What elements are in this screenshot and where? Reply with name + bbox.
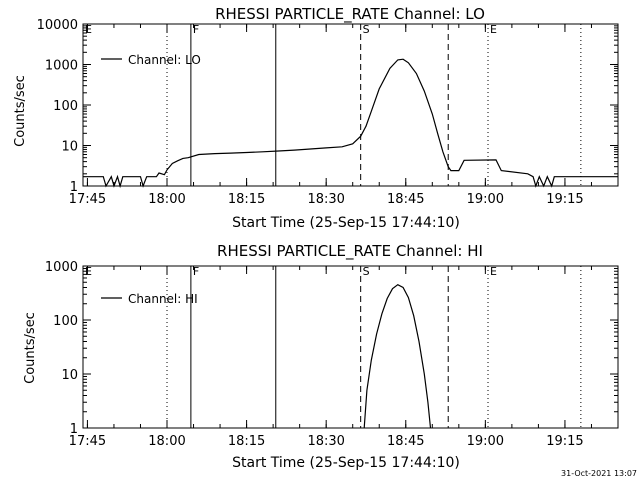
- chart-title: RHESSI PARTICLE_RATE Channel: LO: [215, 5, 485, 24]
- x-tick-label: 19:15: [546, 192, 583, 207]
- x-tick-label: 18:00: [148, 192, 185, 207]
- series-line: [83, 58, 618, 189]
- y-axis-label: Counts/sec: [13, 75, 28, 147]
- y-tick-label: 1: [70, 422, 78, 437]
- event-marker-label: S: [363, 265, 370, 278]
- x-tick-label: 19:00: [467, 434, 504, 449]
- x-tick-label: 18:45: [387, 434, 424, 449]
- event-marker-label: E: [490, 23, 497, 36]
- y-tick-label: 1000: [45, 260, 78, 275]
- legend-label: Channel: HI: [128, 292, 198, 306]
- x-tick-label: 18:30: [307, 192, 344, 207]
- series-line: [363, 283, 432, 429]
- chart-panel-hi: RHESSI PARTICLE_RATE Channel: HI Start T…: [23, 242, 619, 471]
- y-tick-label: 10: [61, 368, 78, 383]
- event-marker-label: F: [193, 265, 199, 278]
- event-marker-label: F: [193, 23, 199, 36]
- y-tick-label: 100: [53, 99, 78, 114]
- plot-frame: [82, 265, 619, 429]
- x-axis-label: Start Time (25-Sep-15 17:44:10): [232, 455, 460, 471]
- y-tick-label: 1000: [45, 59, 78, 74]
- y-tick-label: 1: [70, 180, 78, 195]
- x-tick-label: 18:15: [228, 192, 265, 207]
- y-tick-label: 10: [61, 140, 78, 155]
- event-marker-label: E: [85, 23, 92, 36]
- y-axis-label: Counts/sec: [23, 312, 38, 384]
- event-marker-label: E: [85, 265, 92, 278]
- x-tick-label: 18:45: [387, 192, 424, 207]
- x-tick-label: 17:45: [69, 434, 106, 449]
- plot-frame: [82, 23, 619, 187]
- plot-date-footer: 31-Oct-2021 13:07: [561, 469, 637, 478]
- x-tick-label: 18:15: [228, 434, 265, 449]
- x-tick-label: 19:00: [467, 192, 504, 207]
- chart-title: RHESSI PARTICLE_RATE Channel: HI: [217, 242, 483, 261]
- x-tick-label: 19:15: [546, 434, 583, 449]
- event-marker-label: E: [490, 265, 497, 278]
- x-tick-label: 18:00: [148, 434, 185, 449]
- y-tick-label: 100: [53, 314, 78, 329]
- x-axis-label: Start Time (25-Sep-15 17:44:10): [232, 215, 460, 231]
- chart-panel-lo: RHESSI PARTICLE_RATE Channel: LO Start T…: [13, 5, 619, 231]
- y-tick-label: 10000: [37, 18, 78, 33]
- legend-label: Channel: LO: [128, 53, 201, 67]
- event-marker-label: S: [363, 23, 370, 36]
- x-tick-label: 18:30: [307, 434, 344, 449]
- x-tick-label: 17:45: [69, 192, 106, 207]
